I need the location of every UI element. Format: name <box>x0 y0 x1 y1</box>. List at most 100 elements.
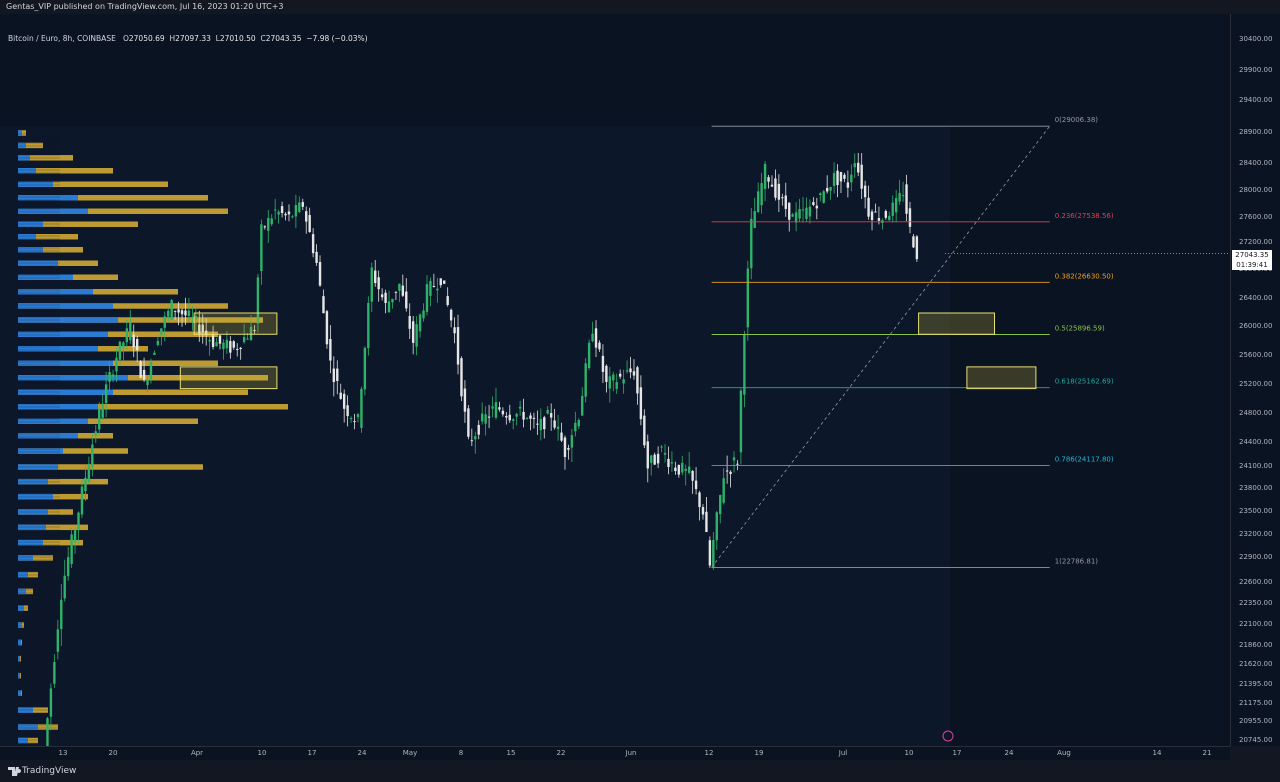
candle-body <box>708 540 712 566</box>
candle-body <box>87 463 91 483</box>
volume-profile-bar-gold <box>18 234 78 240</box>
candle-body <box>198 324 201 334</box>
candle-body <box>80 486 84 515</box>
candle-body <box>843 174 846 179</box>
candle-body <box>684 468 687 472</box>
price-tick-label: 21175.00 <box>1239 699 1273 707</box>
volume-profile-bar-gold <box>18 404 288 410</box>
candle-body <box>167 310 170 317</box>
candle-body <box>850 174 853 183</box>
candle-body <box>670 462 674 464</box>
candle-body <box>101 403 104 418</box>
volume-profile-bar-blue <box>18 672 20 679</box>
volume-profile-bar-blue <box>18 478 48 485</box>
volume-profile-bar-blue <box>18 571 28 578</box>
candle-body <box>439 278 442 286</box>
candle-body <box>387 301 391 313</box>
candle-body <box>874 211 877 213</box>
price-tick-label: 28000.00 <box>1239 186 1273 194</box>
candle-body <box>639 387 643 420</box>
candle-body <box>363 347 367 390</box>
candle-body <box>501 410 505 415</box>
candle-body <box>135 338 139 351</box>
candle-body <box>422 310 425 319</box>
volume-profile-bar-gold <box>18 389 248 395</box>
candle-body <box>763 163 767 189</box>
volume-profile-bar-blue <box>18 418 88 424</box>
volume-profile-bar-blue <box>18 389 113 395</box>
volume-profile-bar-gold <box>18 464 203 470</box>
candle-body <box>415 324 418 347</box>
candle-body <box>432 285 436 287</box>
price-axis[interactable]: 30400.00 29900.00 29400.00 28900.00 28400.00… <box>1230 14 1280 746</box>
candle-body <box>125 328 129 343</box>
volume-profile-bar-gold <box>18 142 43 149</box>
price-tick-label: 28400.00 <box>1239 159 1273 167</box>
candle-body <box>677 464 681 475</box>
candle-body <box>484 414 487 424</box>
candle-body <box>449 309 453 321</box>
candle-body <box>287 211 291 215</box>
candle-body <box>273 209 277 211</box>
candle-body <box>694 480 698 490</box>
candle-body <box>122 342 125 348</box>
candle-body <box>643 415 646 446</box>
candle-body <box>584 363 587 397</box>
candle-body <box>429 280 432 296</box>
candle-body <box>491 406 494 409</box>
candle-body <box>270 218 273 225</box>
time-tick-label: Jul <box>838 749 848 757</box>
candle-body <box>260 224 263 272</box>
volume-profile-bar-gold <box>18 289 178 295</box>
volume-profile-bar-blue <box>18 181 53 187</box>
candle-body <box>160 328 163 335</box>
volume-profile-bar-gold <box>18 195 208 201</box>
time-tick-label: 10 <box>904 749 914 757</box>
candle-body <box>512 419 515 421</box>
candle-body <box>725 470 729 472</box>
support-zone <box>918 312 995 335</box>
price-tick-label: 28900.00 <box>1239 128 1273 136</box>
candle-body <box>863 185 867 198</box>
volume-profile-bar-blue <box>18 639 21 646</box>
candle-body <box>574 422 577 432</box>
candle-body <box>222 342 225 349</box>
candle-body <box>594 328 598 348</box>
volume-profile-bar-blue <box>18 555 33 561</box>
low-value: 27010.50 <box>219 34 256 43</box>
candle-body <box>401 285 405 296</box>
price-tick-label: 29400.00 <box>1239 96 1273 104</box>
candle-body <box>691 470 694 481</box>
symbol-legend: Bitcoin / Euro, 8h, COINBASE O27050.69 H… <box>8 34 368 43</box>
footer-brand: TradingView <box>22 766 77 776</box>
low-label: L <box>215 34 220 43</box>
candle-body <box>46 718 49 746</box>
candle-body <box>605 365 608 382</box>
chart-area[interactable]: 0(29006.38) 0.236(27538.56) 0.382(26630.50… <box>0 14 1230 746</box>
candle-body <box>825 187 829 192</box>
candle-body <box>908 208 912 227</box>
chart-canvas[interactable]: 0(29006.38) 0.236(27538.56) 0.382(26630.50… <box>0 14 1230 746</box>
candle-body <box>353 421 356 423</box>
candle-body <box>505 415 508 418</box>
time-tick-label: 20 <box>108 749 118 757</box>
volume-profile-bar-gold <box>18 448 128 454</box>
candle-body <box>546 409 549 414</box>
candle-body <box>308 215 311 233</box>
candle-body <box>467 408 470 437</box>
price-tick-label: 21620.00 <box>1239 660 1273 668</box>
time-axis[interactable]: 13 20 Apr 10 17 24 May 8 15 22 Jun 12 19 Jul 10 17 24 Aug… <box>0 746 1230 761</box>
candle-body <box>612 374 615 381</box>
fib-level-label: 0(29006.38) <box>1055 116 1099 124</box>
candle-body <box>577 420 580 427</box>
candle-body <box>905 184 908 214</box>
candle-body <box>153 352 156 355</box>
footer-bar: TradingView <box>0 760 1280 782</box>
price-tick-label: 22350.00 <box>1239 599 1273 607</box>
candle-body <box>736 463 739 465</box>
time-tick-label: 24 <box>357 749 367 757</box>
volume-profile-bar-gold <box>18 418 198 424</box>
candle-body <box>91 444 94 467</box>
volume-profile-bar-blue <box>18 331 108 337</box>
candle-body <box>53 662 56 684</box>
